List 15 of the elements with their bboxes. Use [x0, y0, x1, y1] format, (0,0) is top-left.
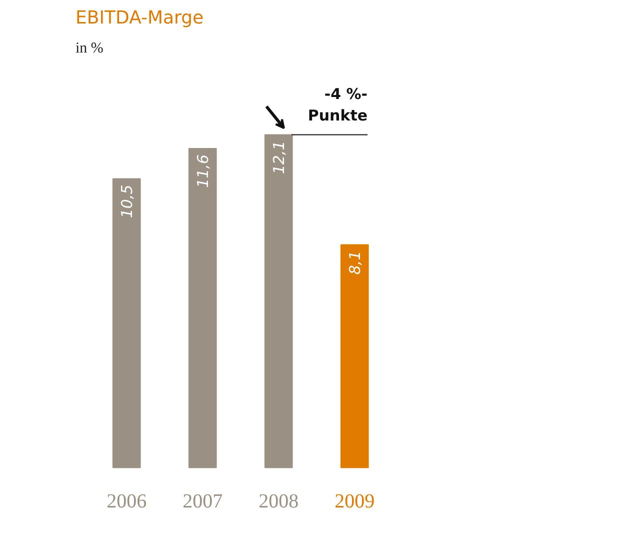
- bar: [340, 244, 369, 468]
- data-label: 11,6: [194, 154, 212, 188]
- x-tick-label: 2009: [334, 490, 375, 513]
- bar: [264, 134, 293, 468]
- x-tick-label: 2007: [182, 490, 223, 513]
- x-tick-label: 2006: [106, 490, 147, 513]
- data-label: 12,1: [270, 140, 288, 174]
- data-label: 10,5: [118, 184, 136, 218]
- text: -4 %- Punkte: [308, 85, 368, 125]
- x-tick-label: 2008: [258, 490, 299, 513]
- chart-title: EBITDA-Marge: [76, 8, 204, 28]
- chart-subtitle: in %: [76, 40, 104, 56]
- bar: [188, 148, 217, 468]
- bar: [112, 178, 141, 468]
- data-label: 8,1: [346, 250, 364, 275]
